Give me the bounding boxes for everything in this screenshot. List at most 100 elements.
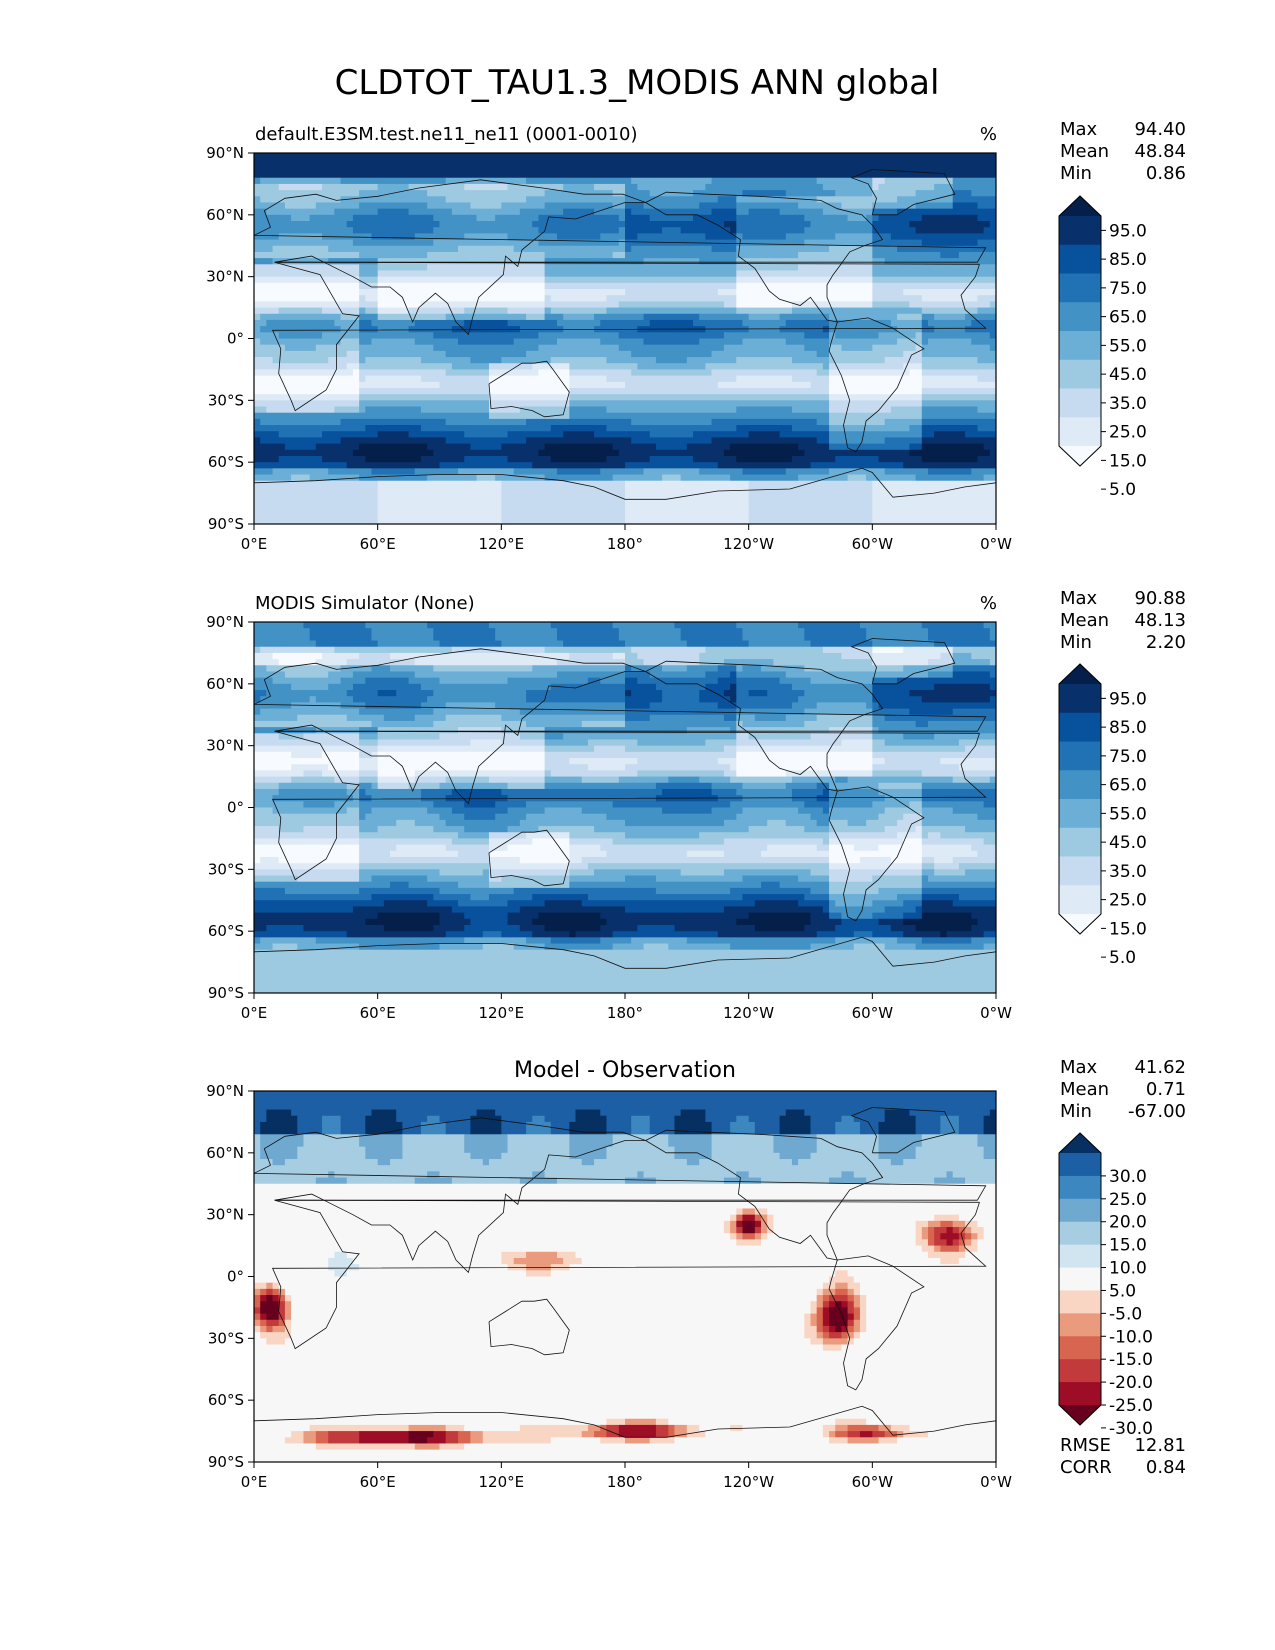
colorbar-tick-label: 45.0 — [1109, 365, 1147, 385]
map-cell — [699, 659, 725, 666]
map-cell — [736, 671, 787, 679]
map-cell — [668, 1431, 676, 1438]
map-cell — [742, 894, 805, 901]
map-cell — [365, 1146, 403, 1154]
colorbar-segment — [1059, 1175, 1101, 1200]
map-cell — [903, 813, 923, 821]
map-cell — [859, 1332, 996, 1339]
map-cell — [989, 628, 996, 635]
map-cell — [625, 233, 638, 241]
map-cell — [254, 400, 360, 408]
map-cell — [742, 468, 787, 476]
map-cell — [625, 289, 719, 296]
map-cell — [433, 344, 540, 352]
map-cell — [921, 332, 991, 340]
map-cell — [254, 165, 996, 173]
map-cell — [686, 937, 836, 945]
x-tick-label: 120°E — [479, 1004, 525, 1022]
map-cell — [655, 795, 719, 802]
map-cell — [736, 770, 787, 778]
map-cell — [736, 425, 793, 432]
map-cell — [872, 208, 898, 216]
map-cell — [254, 739, 360, 747]
map-cell — [260, 177, 342, 185]
map-cell — [711, 1152, 781, 1160]
map-cell — [878, 1134, 923, 1142]
map-cell — [507, 782, 546, 790]
map-cell — [414, 659, 558, 666]
map-cell — [501, 357, 552, 364]
map-cell — [711, 1128, 731, 1135]
map-cell — [569, 838, 614, 846]
map-cell — [705, 326, 750, 333]
map-cell — [254, 227, 354, 234]
map-cell — [315, 344, 360, 352]
map-cell — [254, 819, 360, 827]
map-cell — [556, 1251, 577, 1259]
map-cell — [501, 1115, 533, 1123]
map-cell — [767, 1220, 774, 1228]
map-cell — [921, 375, 979, 383]
map-cell — [581, 856, 830, 864]
map-cell — [359, 776, 379, 784]
panel-diff-map — [254, 1091, 996, 1462]
map-cell — [433, 924, 465, 932]
colorbar-tick-label: -5.0 — [1109, 1304, 1142, 1324]
map-cell — [254, 943, 274, 951]
map-cell — [829, 369, 911, 377]
panel-model-units: % — [980, 124, 997, 145]
map-cell — [445, 931, 484, 938]
map-cell — [748, 1115, 781, 1123]
map-cell — [408, 1424, 447, 1432]
map-cell — [835, 1325, 843, 1333]
map-cell — [550, 937, 601, 945]
map-cell — [266, 1325, 274, 1333]
map-cell — [346, 931, 447, 938]
map-cell — [915, 943, 985, 951]
map-cell — [328, 683, 354, 691]
map-cell — [965, 1251, 996, 1259]
y-tick-label: 0° — [227, 330, 244, 348]
map-cell — [804, 708, 873, 716]
map-cell — [736, 683, 793, 691]
map-cell — [853, 1115, 886, 1123]
map-cell — [829, 412, 923, 420]
map-cell — [315, 1443, 416, 1451]
map-cell — [779, 1115, 812, 1123]
map-cell — [736, 665, 744, 673]
map-cell — [254, 900, 385, 908]
map-cell — [977, 295, 996, 302]
map-cell — [569, 1134, 614, 1142]
map-cell — [359, 443, 428, 451]
map-cell — [835, 1431, 849, 1438]
map-cell — [569, 1121, 608, 1129]
map-cell — [254, 838, 360, 846]
map-cell — [581, 1159, 595, 1166]
map-cell — [965, 1245, 979, 1253]
map-cell — [272, 1282, 280, 1290]
map-cell — [254, 480, 379, 488]
map-cell — [798, 251, 873, 259]
map-cell — [983, 474, 996, 482]
panel-model-axes: 0°E 60°E 120°E 180° 120°W 60°W 0°W90°N60°N30°N… — [206, 144, 1012, 553]
map-cell — [254, 807, 274, 815]
colorbar-tick-label: 15.0 — [1109, 1236, 1147, 1256]
map-cell — [606, 918, 737, 926]
map-cell — [989, 776, 996, 784]
map-cell — [711, 807, 744, 815]
map-cell — [736, 270, 873, 278]
map-cell — [427, 474, 478, 482]
map-cell — [742, 720, 805, 728]
map-cell — [618, 628, 682, 635]
map-cell — [921, 894, 960, 901]
coastline — [828, 1255, 925, 1391]
map-cell — [921, 344, 991, 352]
map-cell — [872, 702, 880, 710]
map-cell — [445, 776, 490, 784]
map-cell — [328, 357, 360, 364]
map-cell — [989, 221, 996, 228]
map-cell — [427, 202, 472, 210]
map-cell — [303, 770, 323, 778]
map-cell — [921, 795, 996, 802]
